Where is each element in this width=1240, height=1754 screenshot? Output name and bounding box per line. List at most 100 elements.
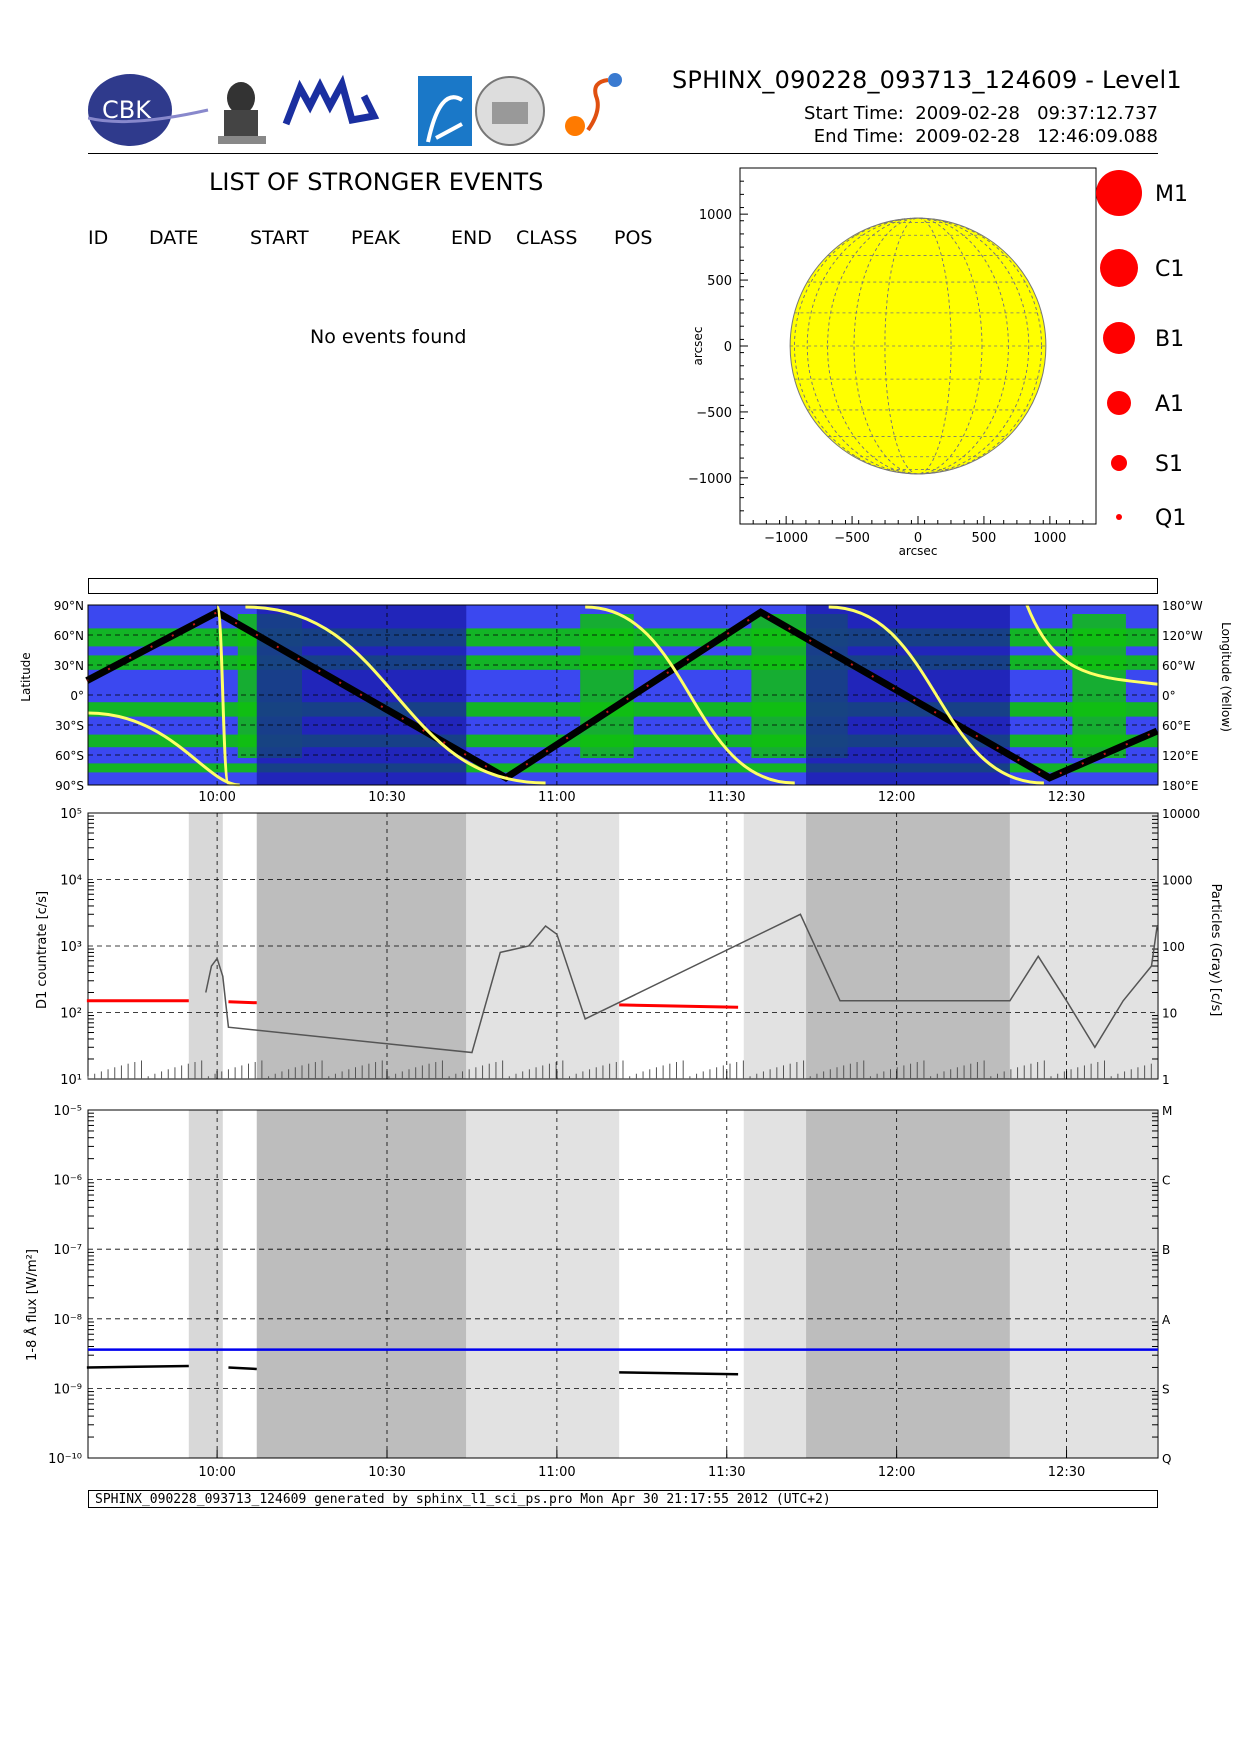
map-time-label: 11:30 [708,790,745,801]
sun-xtick-label: −500 [834,531,870,546]
ytick-label: 10² [60,1007,82,1022]
countrate-ylabel: D1 countrate [c/s] [35,891,50,1009]
end-time: 12:46:09.088 [1037,126,1158,147]
xtick-label: 10:00 [198,1465,235,1480]
lebedev-portrait-logo [218,82,266,144]
ytick-label: 10⁻⁶ [53,1174,82,1189]
map-time-label: 10:00 [198,790,235,801]
legend-dot-m1 [1096,170,1142,216]
sphinx-flux-series [86,1364,189,1369]
arch-logo [418,76,472,146]
longitude-label: Longitude (Yellow) [1219,622,1233,732]
xtick-label: 11:30 [708,1465,745,1480]
longitude-curve [87,711,240,787]
ytick-label: 10⁻⁷ [53,1243,82,1258]
class-legend-svg: M1 C1 B1 A1 S1 Q1 [1096,170,1188,531]
map-lon-label: 60°E [1162,719,1191,733]
sun-ytick-label: −500 [696,406,732,421]
footer-caption: SPHINX_090228_093713_124609 generated by… [88,1490,1158,1508]
continent-block [580,614,634,758]
legend-label-s1: S1 [1155,452,1183,477]
sun-longitude-line [884,217,952,475]
sun-swirl-logo [565,73,622,136]
report-title: SPHINX_090228_093713_124609 - Level1 [672,66,1182,94]
end-date: 2009-02-28 [915,126,1020,147]
y2tick-label: 10000 [1162,807,1200,821]
xtick-label: 11:00 [538,1465,575,1480]
d1-countrate-series [619,1003,739,1009]
logos: CBK [87,73,622,146]
map-lat-label: 90°N [54,599,84,613]
sun-longitude-line [806,217,1030,475]
ytick-label: 10³ [60,940,82,955]
header-divider [88,153,1158,154]
sun-longitude-line [794,217,1042,475]
land-band [88,763,1158,773]
legend-label-b1: B1 [1155,327,1184,352]
ytick-label: 10⁵ [60,807,82,822]
map-lat-label: 30°N [54,659,84,673]
column-peak: PEAK [351,227,400,249]
daynight-shade [806,1110,1010,1458]
map-time-label: 11:00 [538,790,575,801]
ytick-label: 10⁻¹⁰ [48,1452,82,1467]
ytick-label: 10⁻⁸ [53,1313,82,1328]
map-time-label: 12:00 [878,790,915,801]
y2tick-label: B [1162,1243,1170,1257]
y2tick-label: Q [1162,1452,1171,1466]
column-class: CLASS [516,227,578,249]
panel-frame [87,1109,1159,1459]
flux-panel: 1-8 Å flux [W/m²] SPHINXGOES 10⁻¹⁰Q10⁻⁹S… [0,52,1240,1489]
y2tick-label: 10 [1162,1007,1177,1021]
class-legend: M1 C1 B1 A1 S1 Q1 [1095,165,1205,549]
flux-svg: 1-8 Å flux [W/m²] SPHINXGOES 10⁻¹⁰Q10⁻⁹S… [24,52,1213,1480]
observatory-seal-logo [475,76,545,146]
column-date: DATE [149,227,199,249]
end-time-label: End Time: [813,126,904,147]
sun-xtick-label: −1000 [764,531,808,546]
map-time-label: 12:30 [1048,790,1085,801]
ytick-label: 10⁴ [60,874,82,889]
map-lat-label: 90°S [55,779,84,793]
sun-ytick-label: −1000 [688,472,732,487]
map-lon-label: 0° [1162,689,1176,703]
countrate-svg: D1 countrate [c/s] Particles (Gray) [c/s… [35,807,1223,1088]
y2tick-label: A [1162,1313,1171,1327]
continent-block [1072,614,1126,758]
events-title: LIST OF STRONGER EVENTS [209,168,544,196]
legend-label-q1: Q1 [1155,506,1186,531]
map-lon-label: 120°E [1162,749,1199,763]
cbk-pan-logo: CBK [87,74,209,146]
map-lon-label: 180°W [1162,599,1203,613]
sun-xlabel: arcsec [899,544,938,558]
end-time-row: End Time: 2009-02-28 12:46:09.088 [800,126,1158,147]
start-time: 09:37:12.737 [1037,103,1158,124]
map-lat-label: 60°S [55,749,84,763]
column-id: ID [88,227,109,249]
start-time-label: Start Time: [804,103,904,124]
y2tick-label: S [1162,1382,1170,1396]
sun-ytick-label: 500 [707,274,732,289]
y2tick-label: M [1162,1104,1172,1118]
timeline-bar [88,578,1158,594]
y2tick-label: 1 [1162,1073,1170,1087]
logo-strip: CBK [87,66,648,146]
daynight-shade [188,1110,223,1458]
map-time-label: 10:30 [368,790,405,801]
sun-map-svg: −1000 −1000 −500 −500 0 0 500 500 1000 1000 arcse… [688,167,1097,558]
map-lat-label: 60°N [54,629,84,643]
start-time-row: Start Time: 2009-02-28 09:37:12.737 [800,103,1158,124]
xtick-label: 12:30 [1048,1465,1085,1480]
sun-ylabel: arcsec [691,327,705,366]
legend-dot-a1 [1107,391,1131,415]
legend-dot-c1 [1100,249,1138,287]
particles-ylabel: Particles (Gray) [c/s] [1208,884,1223,1017]
legend-label-a1: A1 [1155,392,1184,417]
sun-map: −1000 −1000 −500 −500 0 0 500 500 1000 1000 arcse… [680,160,1160,564]
mifi-logo [282,74,380,126]
ytick-label: 10¹ [60,1073,82,1088]
longitude-curve [245,605,546,785]
sphinx-flux-series [619,1371,739,1376]
column-start: START [250,227,309,249]
daynight-shade [743,1110,807,1458]
